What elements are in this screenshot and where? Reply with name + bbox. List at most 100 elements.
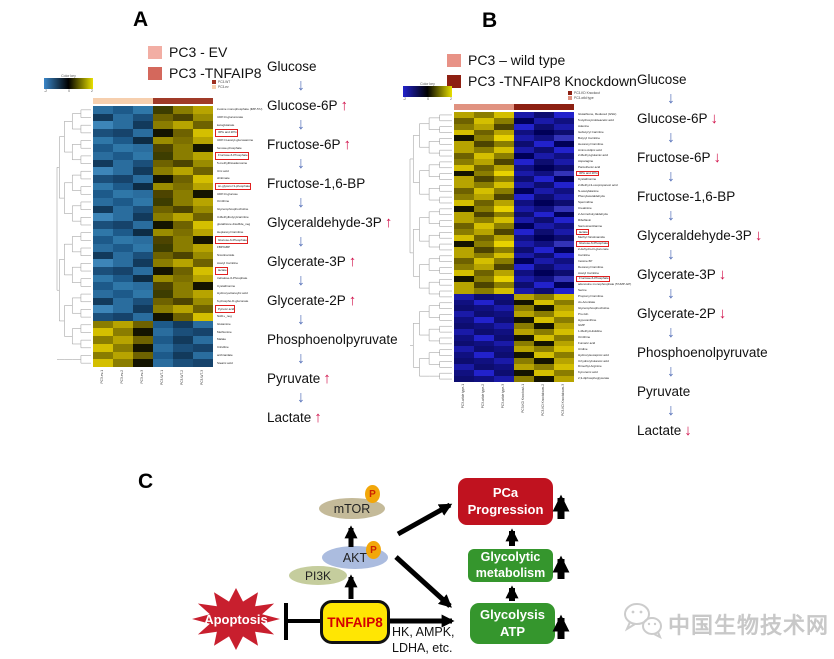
metabolite-name: Fructose-6P [267,137,341,152]
heatmap-cell [454,340,474,347]
heatmap-row-label: Glutamine [217,322,231,327]
heatmap-cell [514,147,534,154]
pathway-metabolite: Glyceraldehyde-3P ↓ [637,226,768,245]
heatmap-cell [454,235,474,241]
pathway-metabolite: Pyruvate [637,382,768,401]
heatmap-column-label: PC3-WT-2 [173,370,193,404]
colorkey-ticks: -2 0 2 [44,89,93,93]
heatmap-cell [454,229,474,236]
metabolite-name: Glycerate-3P [267,254,346,269]
atp-line2: ATP [499,623,526,639]
heatmap-cell [93,136,113,145]
heatmap-cell [514,299,534,306]
heatmap-cell [514,188,534,195]
metabolite-name: Phosphoenolpyruvate [637,345,768,360]
heatmap-cell [454,217,474,224]
heatmap-cell [93,198,113,206]
heatmap-row: Serine [454,287,631,294]
enzymes-line1: HK, AMPK, [392,625,455,639]
heatmap-row-label: UDP-N-acetyl-glucosamine [217,138,254,143]
heatmap-cell [534,299,554,306]
heatmap-row: 1-Methyl-Histidine [454,328,631,335]
heatmap-row: 2-Methyl-3-oxopropanoic acid [454,182,631,189]
heatmap-cell [173,290,193,298]
heatmap-cell [113,106,133,114]
pathway-down-arrow: ↓ [667,246,675,263]
heatmap-row: Inosine-5P [454,258,631,265]
heatmap-cell [93,182,113,191]
heatmap-cell [113,297,133,306]
heatmap-cell [133,198,153,206]
heatmap-cell [534,293,554,300]
heatmap-row-label: Acetyl Carnitine [578,270,600,275]
heatmap-row-label: Creatinine [578,206,592,211]
heatmap-cell [193,190,213,199]
panel-c-label: C [138,470,154,493]
heatmap-cell [173,359,193,367]
heatmap-cell [534,205,554,212]
heatmap-cell [554,199,574,206]
heatmap-cell [554,317,574,323]
heatmap-cell [133,144,153,153]
heatmap-row-label: UDP-D-glucuronate [217,115,244,119]
heatmap-row: Hydroxyoctanoylic acid [93,290,262,298]
heatmap-cell [133,244,153,252]
heatmap-row: Kynurenic acid [454,369,631,376]
heatmap-column-label-text: PC3-WT-1 [160,370,165,385]
enzymes-line2: LDHA, etc. [392,641,453,656]
heatmap-row: Asparagine [454,158,631,165]
panel-b-colorkey: Color key -2 0 2 [403,82,452,101]
heatmap-cell [534,194,554,200]
pathway-down-arrow: ↓ [297,155,305,172]
heatmap-cell [113,190,133,199]
heatmap-cell [454,182,474,189]
heatmap-cell [193,167,213,176]
heatmap-row-label: Glucose-6-Phosphate [215,236,249,245]
pathway-down-arrow: ↓ [667,207,675,224]
heatmap-cell [153,228,173,237]
increase-arrow-icon: ↑ [314,409,322,426]
heatmap-row: FBP/GBP [93,244,262,252]
heatmap-cell [173,343,193,352]
heatmap-cell [554,153,574,159]
legend-swatch [568,96,572,100]
heatmap-row: Adenine [454,123,631,130]
heatmap-cell [113,236,133,245]
heatmap-row: Ornithine [454,334,631,341]
legend-swatch [568,91,572,95]
heatmap-cell [454,270,474,277]
heatmap-cell [153,343,173,352]
heatmap-cell [173,267,193,275]
column-band-half [514,104,574,110]
heatmap-cell [193,244,213,252]
heatmap-cell [173,205,193,214]
heatmap-cell [554,340,574,347]
heatmap-cell [534,352,554,359]
heatmap-cell [494,340,514,347]
heatmap-cell [113,313,133,321]
phospho-badge-mtor: P [365,485,380,503]
heatmap-row-label: N-acetylalanine [578,188,599,193]
heatmap-column-label-text: PC3-wilde type-3 [501,384,506,409]
heatmap-cell [474,270,494,277]
pathway-metabolite: Glyceraldehyde-3P ↑ [267,213,398,232]
heatmap-cell [514,123,534,130]
heatmap-cell [494,328,514,335]
heatmap-cell [474,363,494,370]
heatmap-row: Glucose-6-Phosphate [93,236,262,245]
heatmap-column-label: PC3-KD Knockdown-2 [534,384,554,420]
heatmap-cell [113,305,133,314]
heatmap-cell [534,258,554,265]
heatmap-row-label: Spermidine [578,200,594,205]
metabolite-name: Glyceraldehyde-3P [267,215,382,230]
heatmap-cell [153,282,173,291]
heatmap-cell [494,352,514,359]
heatmap-cell [193,274,213,283]
heatmap-cell [514,264,534,271]
heatmap-cell [113,274,133,283]
heatmap-cell [514,334,534,341]
heatmap-column-label: PC3-KD Knockdown-3 [554,384,574,420]
heatmap-row-label: Sarcosine/Alanine [578,223,603,228]
heatmap-cell [93,159,113,168]
heatmap-cell [133,182,153,191]
